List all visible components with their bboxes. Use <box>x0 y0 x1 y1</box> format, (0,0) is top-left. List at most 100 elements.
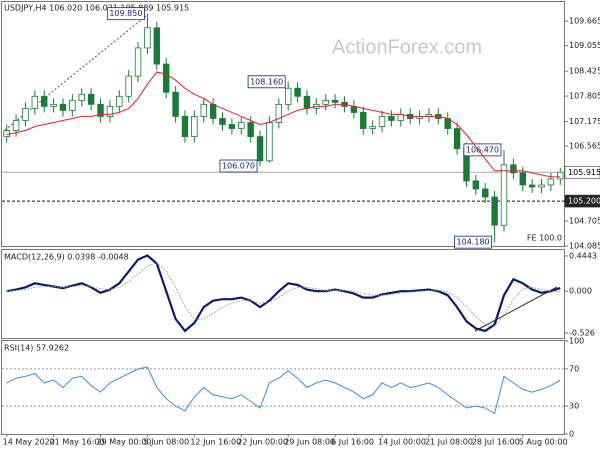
x-tick-label: 14 Jul 00:00 <box>378 438 426 447</box>
candle-body <box>519 172 526 186</box>
y-tick-label: 109.665 <box>569 17 600 26</box>
candle-body <box>369 126 376 129</box>
annotation-box <box>219 159 258 173</box>
x-tick-label: 5 Jun 08:00 <box>143 438 189 447</box>
y-tick-label: 108.425 <box>569 67 600 76</box>
y-tick-label: 107.175 <box>569 117 600 126</box>
rsi-title: RSI(14) 57.9262 <box>4 344 69 353</box>
candle-body <box>294 87 301 97</box>
candle-body <box>87 93 95 105</box>
candle-body <box>491 196 498 226</box>
x-tick-label: 29 Jun 08:00 <box>284 438 335 447</box>
candle-body <box>3 130 10 137</box>
indicator-line <box>6 262 561 327</box>
x-tick-label: 12 Jun 16:00 <box>190 438 241 447</box>
candle-body <box>510 164 517 174</box>
annotation-box <box>247 75 286 89</box>
annotation-box <box>454 235 493 249</box>
candle-body <box>172 91 179 117</box>
annotation-label: 104.180 <box>457 238 490 247</box>
x-tick-label: 14 May 2020 <box>3 438 55 447</box>
chart-header: USDJPY,H4 106.020 106.021 105.889 105.91… <box>4 4 189 13</box>
candle-body <box>472 180 480 190</box>
candle-body <box>219 118 226 125</box>
support-label: 105.200 <box>568 197 600 206</box>
candle-body <box>238 122 245 129</box>
y-tick-label: 109.055 <box>569 41 600 50</box>
annotation-label: 106.470 <box>466 145 499 154</box>
candle-body <box>528 184 536 188</box>
candle-body <box>538 184 545 188</box>
candle-body <box>22 107 29 121</box>
candle-body <box>331 99 339 103</box>
candle-body <box>500 164 508 226</box>
indicator-line <box>6 366 561 415</box>
last-price-label: 105.915 <box>568 168 600 177</box>
candle-body <box>200 103 207 117</box>
candle-body <box>322 99 329 105</box>
support-box <box>564 194 600 208</box>
x-tick-label: 22 Jun 00:00 <box>237 438 288 447</box>
candle-body <box>191 116 198 137</box>
annotation-label: 108.160 <box>250 77 283 86</box>
candle-body <box>41 95 48 107</box>
x-tick-label: 28 Jul 16:00 <box>472 438 520 447</box>
candle-body <box>162 63 170 93</box>
x-tick-label: 21 May 16:00 <box>50 438 105 447</box>
candle-body <box>106 105 114 117</box>
candle-body <box>557 171 564 180</box>
watermark: ActionForex.com <box>332 36 482 58</box>
y-tick-label: 104.705 <box>569 217 600 226</box>
candle-body <box>134 47 142 77</box>
annotation-box <box>106 7 145 21</box>
candle-body <box>31 95 39 109</box>
candle-body <box>482 188 489 198</box>
candle-body <box>125 75 132 97</box>
annotation-label: 109.850 <box>109 9 142 18</box>
candle-body <box>12 120 20 131</box>
y-tick-label: 30 <box>569 402 579 411</box>
candle-body <box>303 95 311 109</box>
candle-body <box>247 122 254 137</box>
y-tick-label: 0.000 <box>569 287 592 296</box>
y-tick-label: 104.085 <box>569 242 600 251</box>
last-price-box <box>564 165 600 179</box>
candle-body <box>388 116 395 121</box>
y-tick-label: 106.565 <box>569 142 600 151</box>
y-tick-label: 100 <box>569 337 584 346</box>
candle-body <box>181 116 189 137</box>
main-pane <box>1 1 565 247</box>
x-tick-label: 21 Jul 08:00 <box>425 438 473 447</box>
candle-body <box>69 99 76 111</box>
candle-body <box>378 116 386 127</box>
candle-body <box>284 87 292 105</box>
moving-average <box>6 71 561 178</box>
y-tick-label: 107.805 <box>569 92 600 101</box>
candle-body <box>275 103 283 123</box>
macd-title: MACD(12,26,9) 0.0398 -0.0048 <box>4 253 129 262</box>
candle-body <box>228 124 236 129</box>
candle-body <box>209 103 217 119</box>
candle-body <box>116 95 123 107</box>
x-tick-label: 29 May 00:00 <box>97 438 152 447</box>
candle-body <box>153 27 161 65</box>
candle-body <box>256 136 264 162</box>
macd-pane <box>1 249 565 339</box>
candle-body <box>144 27 151 49</box>
annotation-label: 106.070 <box>222 162 255 171</box>
candle-body <box>547 178 555 186</box>
rsi-pane <box>1 340 565 435</box>
candle-body <box>59 103 67 111</box>
fe-label: FE 100.0 <box>527 234 562 243</box>
x-tick-label: 6 Jul 16:00 <box>331 438 374 447</box>
candle-body <box>360 112 367 129</box>
y-tick-label: 70 <box>569 364 579 373</box>
candle-body <box>50 103 57 107</box>
candle-body <box>453 128 461 150</box>
candle-body <box>397 114 405 121</box>
indicator-line <box>6 254 561 333</box>
y-tick-label: 0.4443 <box>569 252 597 261</box>
candle-body <box>78 93 85 101</box>
